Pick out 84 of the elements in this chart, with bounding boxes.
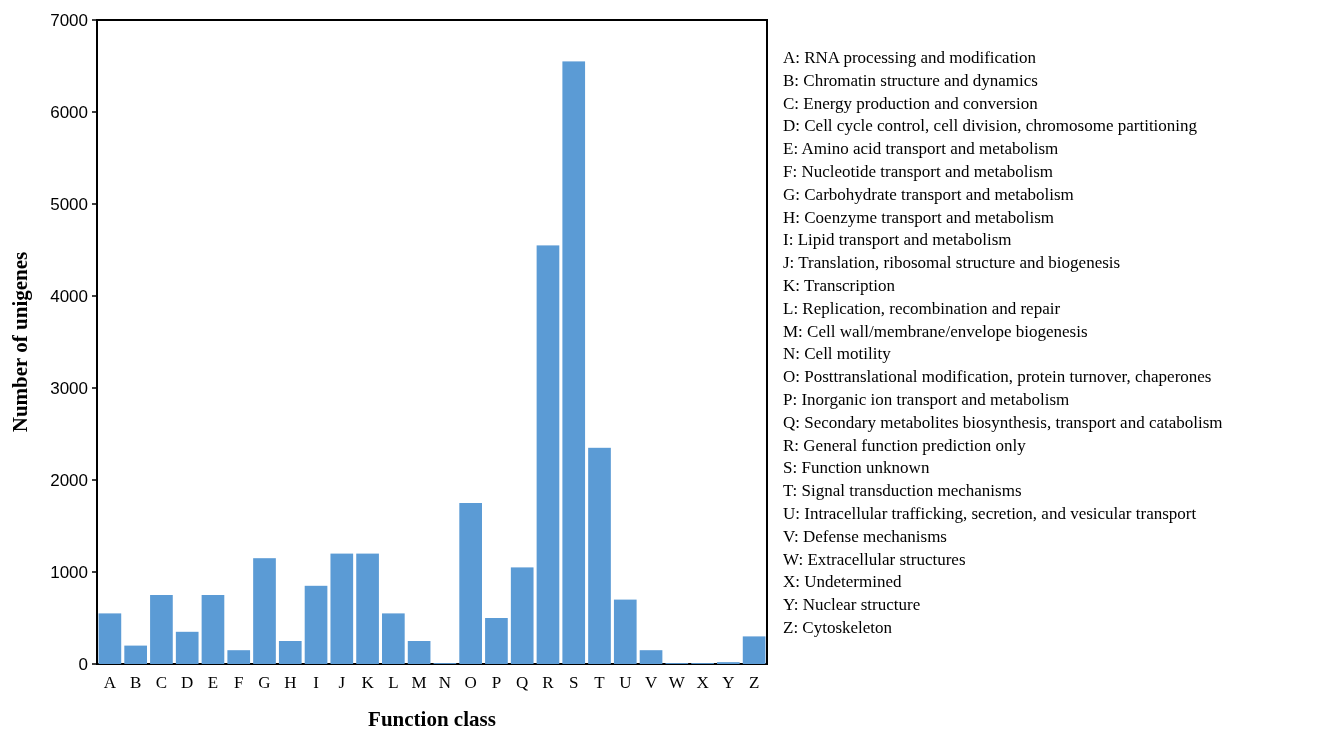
x-tick-label: L (388, 673, 399, 692)
text: V: Defense mechanisms (783, 526, 947, 546)
text: A: RNA processing and modification (783, 47, 1037, 67)
x-tick-label: A (103, 673, 117, 692)
x-tick-label: E (207, 673, 219, 692)
x-tick-label: F (234, 673, 244, 692)
x-tick-label: H (284, 673, 297, 692)
bar (536, 245, 560, 664)
text: C: Energy production and conversion (783, 93, 1039, 113)
y-tick-label: 6000 (50, 102, 88, 122)
x-tick-label: X (696, 673, 709, 692)
bar (356, 553, 379, 664)
bar (407, 641, 431, 664)
text: T: Signal transduction mechanisms (783, 481, 1022, 501)
x-tick-label: D (181, 673, 194, 692)
y-axis-title: Number of unigenes (8, 251, 32, 433)
bar (227, 650, 251, 664)
bar (175, 631, 199, 664)
x-tick-label: K (361, 673, 375, 692)
x-tick-label: I (313, 673, 320, 692)
y-tick-label: 7000 (50, 10, 88, 30)
text: P: Inorganic ion transport and metabolism (783, 389, 1070, 409)
bar (459, 503, 482, 664)
text: I: Lipid transport and metabolism (783, 230, 1012, 250)
x-tick-label: O (464, 673, 477, 692)
y-tick-label: 0 (78, 654, 88, 674)
bar (742, 636, 766, 664)
x-tick-label: U (619, 673, 632, 692)
text: J: Translation, ribosomal structure and biogenesis (783, 253, 1121, 273)
text: S: Function unknown (783, 458, 930, 478)
x-tick-label: J (338, 673, 346, 692)
text: U: Intracellular trafficking, secretion, and vesicular transport (783, 503, 1197, 523)
x-tick-label: B (129, 673, 142, 692)
bar (98, 613, 122, 664)
text: R: General function prediction only (783, 435, 1027, 455)
text: D: Cell cycle control, cell division, chromosome partitioning (783, 116, 1198, 136)
text: Q: Secondary metabolites biosynthesis, transport and catabolism (783, 412, 1223, 432)
y-tick-label: 1000 (50, 562, 88, 582)
x-tick-label: V (644, 673, 658, 692)
y-tick-label: 5000 (50, 194, 88, 214)
x-tick-label: P (491, 673, 502, 692)
x-tick-label: W (668, 673, 686, 692)
bar (510, 567, 534, 664)
y-tick-label: 3000 (50, 378, 88, 398)
x-tick-label: G (258, 673, 271, 692)
x-tick-label: Q (516, 673, 529, 692)
text: K: Transcription (783, 275, 896, 295)
bar (124, 645, 147, 664)
text: X: Undetermined (783, 572, 902, 592)
text: B: Chromatin structure and dynamics (783, 70, 1038, 90)
bar (485, 618, 508, 664)
bar (150, 595, 173, 664)
y-tick-label: 2000 (50, 470, 88, 490)
text: N: Cell motility (783, 344, 892, 364)
bar (613, 599, 637, 664)
text: E: Amino acid transport and metabolism (783, 139, 1059, 159)
bar (201, 595, 225, 664)
x-axis-title: Function class (368, 707, 496, 731)
bar (278, 641, 302, 664)
bar (639, 650, 663, 664)
x-tick-label: T (594, 673, 606, 692)
text: H: Coenzyme transport and metabolism (783, 207, 1054, 227)
x-tick-label: Y (722, 673, 735, 692)
bar (253, 558, 276, 664)
y-tick-label: 4000 (50, 286, 88, 306)
text: Z: Cytoskeleton (783, 617, 893, 637)
text: W: Extracellular structures (783, 549, 966, 569)
text: G: Carbohydrate transport and metabolism (783, 184, 1074, 204)
x-tick-label: C (155, 673, 168, 692)
bar (330, 553, 354, 664)
bar (382, 613, 405, 664)
x-tick-label: M (411, 673, 427, 692)
x-tick-label: R (542, 673, 555, 692)
text: M: Cell wall/membrane/envelope biogenesis (783, 321, 1088, 341)
x-tick-label: Z (748, 673, 760, 692)
x-tick-label: N (438, 673, 452, 692)
text: O: Posttranslational modification, protein turnover, chaperones (783, 367, 1212, 387)
x-tick-label: S (569, 673, 579, 692)
text: L: Replication, recombination and repair (783, 298, 1061, 318)
bar (562, 61, 586, 664)
text: Y: Nuclear structure (783, 595, 921, 615)
bar (304, 585, 328, 664)
text: F: Nucleotide transport and metabolism (783, 161, 1054, 181)
bar (588, 447, 611, 664)
